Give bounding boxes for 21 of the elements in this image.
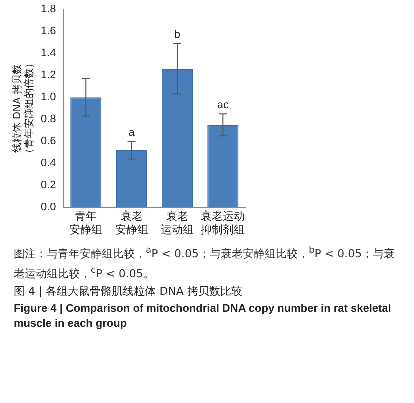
y-tick-label: 0.6 [40,136,56,148]
y-tick-label: 1.2 [40,70,56,82]
y-tick-label: 0.2 [40,180,56,192]
text: 图注：与青年安静组比较，$^{a}$P < 0.05；与衰老安静组比较，$^{b}$P < 0.05；与衰老运动组比较，$^{c}$P < 0.05。 [14,245,396,280]
text: 图 4 | 各组大鼠骨骼肌线粒体 DNA 拷贝数比较 [14,284,244,300]
x-tick-label: 青年安静组 [70,210,103,236]
annotation: ac [217,100,230,112]
y-tick-label: 0.8 [40,114,56,126]
x-tick-label: 衰老运动组 [160,210,194,236]
annotation: a [128,127,136,140]
x-tick-label: 衰老安静组 [115,210,148,236]
y-tick-label: 0.4 [40,158,56,170]
y-tick-label: 1.4 [40,48,56,60]
y-axis-title: 线粒体 DNA 拷贝数（青年安静组的倍数） [12,58,36,159]
y-tick-label: 1.6 [40,26,56,38]
text: Figure 4 | Comparison of mitochondrial DNA copy number in rat skeletal muscle in each group [14,302,392,332]
y-tick-label: 1.0 [40,92,56,104]
annotation: b [174,29,181,42]
y-tick-label: 0.0 [40,202,56,214]
y-tick-label: 1.8 [40,4,56,16]
x-tick-label: 衰老运动抑制剂组 [201,210,246,236]
